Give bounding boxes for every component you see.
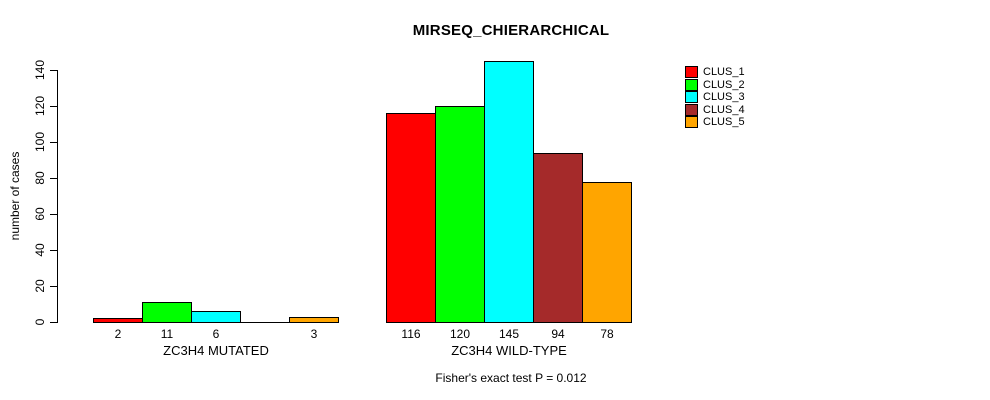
legend-swatch-clus_4 xyxy=(685,103,698,116)
y-tick-label: 120 xyxy=(33,95,47,117)
footer-note: Fisher's exact test P = 0.012 xyxy=(435,371,587,385)
bar-value-label: 145 xyxy=(498,327,520,341)
legend-swatch-clus_1 xyxy=(685,66,698,78)
y-tick-label: 40 xyxy=(33,243,47,257)
legend-label: CLUS_1 xyxy=(703,66,745,78)
group-label: ZC3H4 WILD-TYPE xyxy=(451,343,567,358)
bar-clus_2 xyxy=(142,302,192,323)
y-tick-mark xyxy=(50,250,57,251)
bar-clus_4 xyxy=(533,153,583,323)
y-tick-mark xyxy=(50,214,57,215)
y-tick-label: 140 xyxy=(33,59,47,81)
bar-value-label: 120 xyxy=(449,327,471,341)
legend-item-clus_3: CLUS_3 xyxy=(685,91,745,103)
bar-clus_3 xyxy=(191,311,241,323)
bar-clus_5 xyxy=(582,182,632,323)
chart-title: MIRSEQ_CHIERARCHICAL xyxy=(412,22,610,39)
legend-swatch-clus_5 xyxy=(685,116,698,128)
bar-value-label: 78 xyxy=(600,327,614,341)
bar-value-label: 116 xyxy=(401,327,421,341)
y-tick-mark xyxy=(50,286,57,287)
y-tick-mark xyxy=(50,70,57,71)
y-tick-label: 0 xyxy=(33,318,47,326)
y-tick-mark xyxy=(50,106,57,107)
y-tick-mark xyxy=(50,322,57,323)
y-tick-label: 80 xyxy=(33,171,47,185)
y-tick-label: 60 xyxy=(33,207,47,221)
legend-label: CLUS_4 xyxy=(703,103,745,116)
bar-value-label: 3 xyxy=(310,327,318,341)
legend-swatch-clus_2 xyxy=(685,78,698,91)
legend-label: CLUS_5 xyxy=(703,116,745,128)
bar-clus_1 xyxy=(386,113,436,323)
legend-item-clus_5: CLUS_5 xyxy=(685,116,745,128)
bar-clus_3 xyxy=(484,61,534,323)
bar-clus_1 xyxy=(93,318,143,323)
bar-value-label: 2 xyxy=(114,327,122,341)
legend-item-clus_1: CLUS_1 xyxy=(685,66,745,78)
y-tick-label: 100 xyxy=(33,131,47,153)
legend-label: CLUS_2 xyxy=(703,78,745,91)
y-tick-mark xyxy=(50,142,57,143)
legend-item-clus_4: CLUS_4 xyxy=(685,103,745,116)
legend-swatch-clus_3 xyxy=(685,91,698,103)
y-tick-label: 20 xyxy=(33,279,47,293)
legend-label: CLUS_3 xyxy=(703,91,745,103)
bar-clus_5 xyxy=(289,317,339,323)
bar-clus_2 xyxy=(435,106,485,323)
y-axis xyxy=(57,70,58,323)
legend-item-clus_2: CLUS_2 xyxy=(685,78,745,91)
bar-value-label: 6 xyxy=(212,327,220,341)
y-tick-mark xyxy=(50,178,57,179)
y-axis-label: number of cases xyxy=(8,151,22,241)
bar-value-label: 11 xyxy=(160,327,174,341)
group-label: ZC3H4 MUTATED xyxy=(163,343,269,358)
bar-value-label: 94 xyxy=(551,327,565,341)
